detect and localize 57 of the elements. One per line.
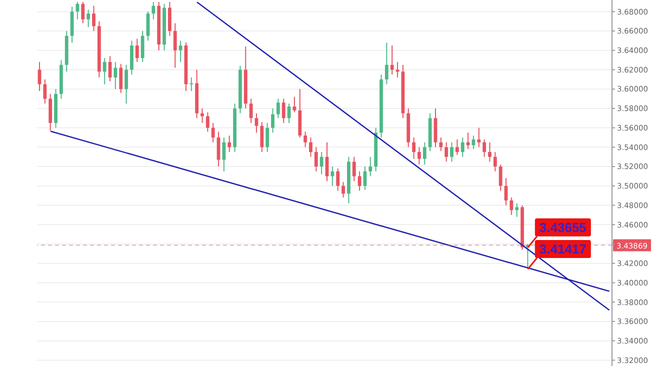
candlestick bbox=[515, 202, 519, 218]
candlestick bbox=[152, 1, 156, 20]
candlestick bbox=[412, 136, 416, 160]
candlestick bbox=[314, 146, 318, 172]
candlestick bbox=[81, 1, 85, 24]
candlestick bbox=[352, 156, 356, 182]
candlestick bbox=[124, 64, 128, 104]
candlestick bbox=[190, 76, 194, 92]
candlestick bbox=[455, 138, 459, 156]
candlestick bbox=[358, 170, 362, 192]
candlestick bbox=[460, 136, 464, 158]
candlestick bbox=[271, 108, 274, 134]
candlestick bbox=[292, 96, 296, 113]
candlestick bbox=[114, 61, 118, 90]
candlestick bbox=[342, 182, 345, 198]
candlestick bbox=[222, 136, 226, 172]
candlestick bbox=[140, 30, 144, 62]
candlestick bbox=[384, 42, 388, 85]
candlestick bbox=[173, 22, 177, 68]
candlestick bbox=[510, 197, 514, 216]
candlestick bbox=[477, 127, 481, 148]
candlestick bbox=[304, 131, 307, 148]
annotation: 3.41417 bbox=[539, 242, 586, 257]
candlestick bbox=[43, 78, 47, 104]
candlestick bbox=[206, 112, 210, 132]
candlestick bbox=[444, 142, 448, 162]
candlestick bbox=[86, 9, 90, 28]
candlestick bbox=[493, 152, 497, 172]
candlestick bbox=[92, 5, 96, 32]
candlestick bbox=[320, 152, 324, 175]
candlestick bbox=[168, 1, 172, 36]
candlestick bbox=[135, 38, 139, 62]
candlestick bbox=[228, 135, 232, 153]
candlestick bbox=[282, 98, 286, 124]
candlestick bbox=[482, 138, 486, 158]
candlestick bbox=[422, 142, 426, 166]
candlestick bbox=[450, 142, 454, 162]
candlestick bbox=[249, 98, 253, 124]
annotation: 3.43655 bbox=[539, 220, 586, 235]
candlestick bbox=[266, 122, 270, 153]
candlestick bbox=[330, 166, 334, 186]
candlestick bbox=[396, 61, 400, 78]
candlestick bbox=[309, 136, 312, 158]
candlestick bbox=[390, 45, 394, 76]
candlestick bbox=[102, 58, 106, 85]
candlestick bbox=[254, 112, 258, 134]
candlestick bbox=[178, 40, 182, 62]
candlestick bbox=[119, 63, 123, 94]
candlestick bbox=[439, 136, 443, 152]
candlestick bbox=[498, 164, 502, 192]
candlestick bbox=[260, 122, 264, 153]
candlestick bbox=[276, 98, 280, 119]
candlestick bbox=[211, 122, 215, 143]
candlestick bbox=[488, 142, 492, 162]
candlestick bbox=[336, 168, 340, 192]
candlestick bbox=[418, 146, 421, 166]
candlestick bbox=[368, 156, 372, 177]
